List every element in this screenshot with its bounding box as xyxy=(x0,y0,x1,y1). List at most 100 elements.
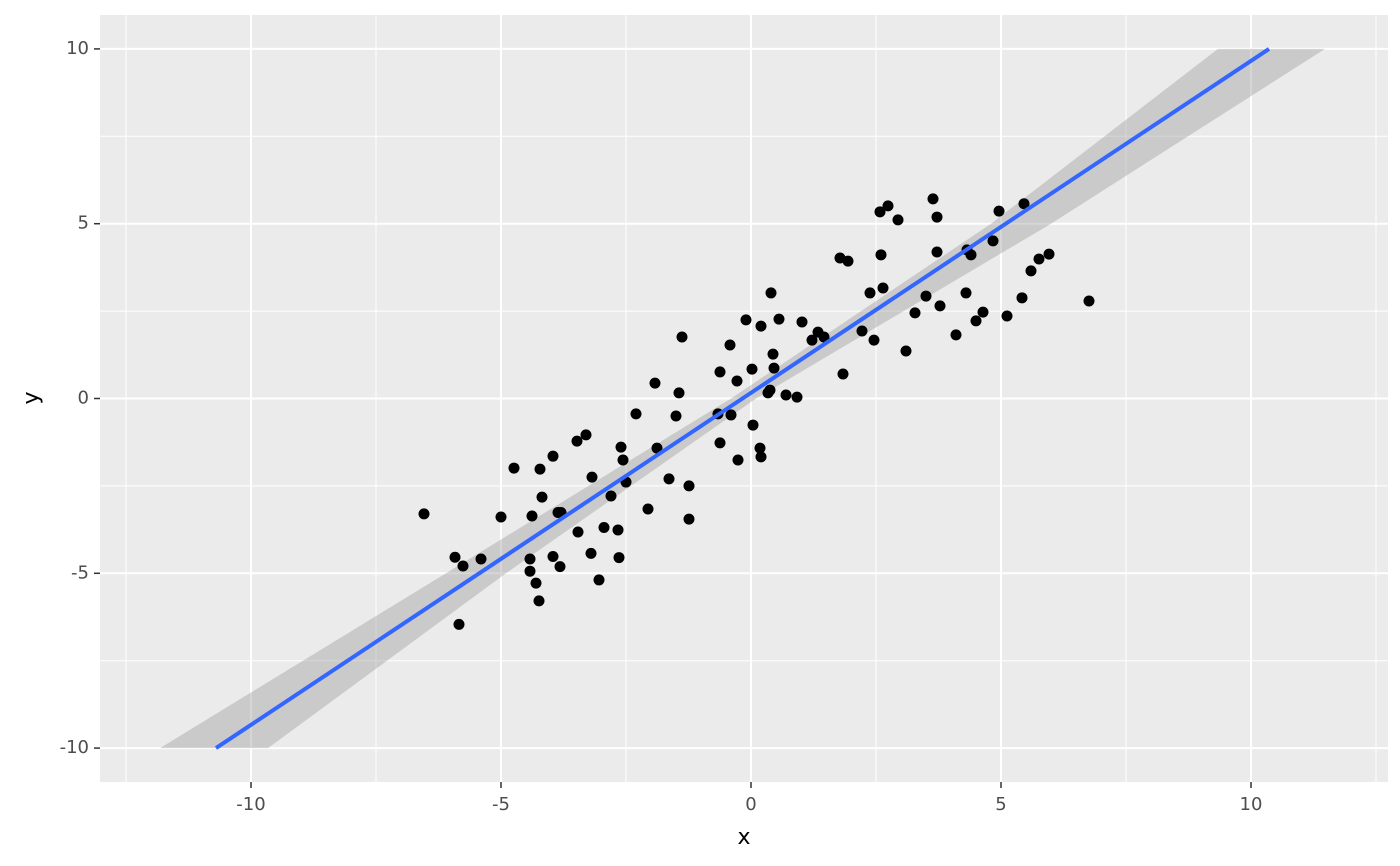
point xyxy=(598,521,610,533)
point xyxy=(818,331,830,343)
point xyxy=(1083,295,1095,307)
y-tick-label: 5 xyxy=(78,213,89,234)
y-tick-label: 0 xyxy=(78,388,89,409)
regression-line xyxy=(214,47,1271,750)
point xyxy=(714,437,726,449)
point xyxy=(900,345,912,357)
point xyxy=(740,314,752,326)
point xyxy=(856,325,868,337)
point xyxy=(536,491,548,503)
x-tick-label: 0 xyxy=(745,794,756,815)
point xyxy=(780,389,792,401)
point xyxy=(732,454,744,466)
point xyxy=(755,320,767,332)
point xyxy=(495,511,507,523)
point xyxy=(920,290,932,302)
point xyxy=(534,463,546,475)
point xyxy=(806,334,818,346)
point xyxy=(837,368,849,380)
point xyxy=(457,560,469,572)
point xyxy=(572,526,584,538)
point xyxy=(768,362,780,374)
point xyxy=(453,618,465,630)
point xyxy=(764,384,776,396)
point xyxy=(874,206,886,218)
y-axis-title: y xyxy=(19,391,44,404)
point xyxy=(615,441,627,453)
point xyxy=(714,366,726,378)
point xyxy=(418,508,430,520)
point xyxy=(842,255,854,267)
point xyxy=(533,595,545,607)
point xyxy=(755,451,767,463)
point xyxy=(673,387,685,399)
x-tick-label: 5 xyxy=(995,794,1006,815)
point xyxy=(909,307,921,319)
x-tick-label: 10 xyxy=(1240,794,1263,815)
point xyxy=(649,377,661,389)
point xyxy=(670,410,682,422)
point xyxy=(1033,253,1045,265)
point xyxy=(864,287,876,299)
point xyxy=(773,313,785,325)
point xyxy=(613,552,625,564)
point xyxy=(892,214,904,226)
point xyxy=(676,331,688,343)
point xyxy=(593,574,605,586)
point xyxy=(934,300,946,312)
point xyxy=(993,205,1005,217)
point xyxy=(877,282,889,294)
point xyxy=(530,577,542,589)
point xyxy=(731,375,743,387)
point xyxy=(554,561,566,573)
y-tick-label: -5 xyxy=(71,562,89,583)
point xyxy=(724,339,736,351)
point xyxy=(526,510,538,522)
point xyxy=(617,454,629,466)
point xyxy=(547,450,559,462)
point xyxy=(767,348,779,360)
point xyxy=(663,473,675,485)
point xyxy=(747,419,759,431)
point xyxy=(1018,198,1030,210)
point xyxy=(977,306,989,318)
point xyxy=(508,462,520,474)
point xyxy=(449,551,461,563)
point xyxy=(970,315,982,327)
point xyxy=(882,200,894,212)
point xyxy=(875,249,887,261)
point xyxy=(683,480,695,492)
point xyxy=(931,246,943,258)
point xyxy=(1025,265,1037,277)
point xyxy=(524,565,536,577)
point xyxy=(605,490,617,502)
point xyxy=(547,551,559,563)
point xyxy=(571,435,583,447)
y-tick-label: 10 xyxy=(66,38,89,59)
point xyxy=(651,442,663,454)
point xyxy=(791,391,803,403)
x-tick-label: -5 xyxy=(492,794,510,815)
y-tick-label: -10 xyxy=(60,737,89,758)
point xyxy=(754,442,766,454)
x-axis-title: x xyxy=(737,825,750,850)
x-tick-label: -10 xyxy=(236,794,265,815)
point xyxy=(965,249,977,261)
point xyxy=(612,524,624,536)
point xyxy=(746,363,758,375)
point xyxy=(927,193,939,205)
point xyxy=(931,211,943,223)
point xyxy=(524,553,536,565)
point xyxy=(950,329,962,341)
point xyxy=(642,503,654,515)
point xyxy=(1043,248,1055,260)
point xyxy=(683,513,695,525)
point xyxy=(1016,292,1028,304)
point xyxy=(586,471,598,483)
point xyxy=(868,334,880,346)
point xyxy=(796,316,808,328)
point xyxy=(765,287,777,299)
point xyxy=(630,408,642,420)
